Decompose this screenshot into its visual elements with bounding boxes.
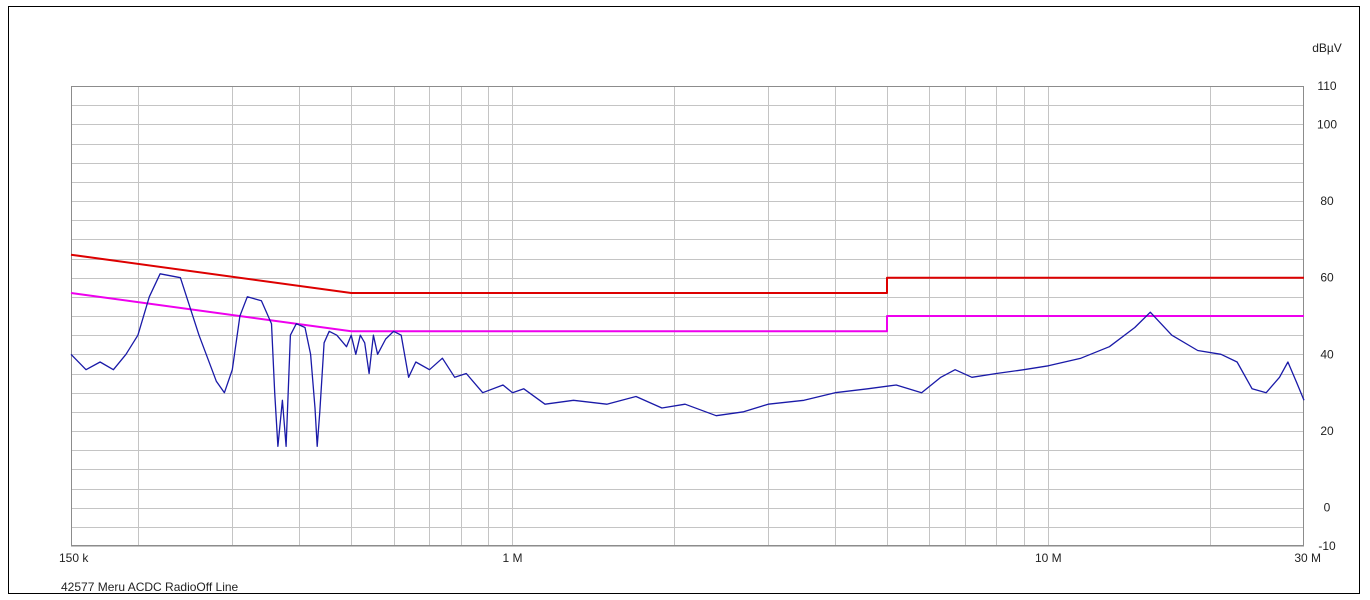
x-tick-label: 10 M xyxy=(1035,551,1062,565)
x-tick-label: 150 k xyxy=(59,551,89,565)
series-line-3 xyxy=(70,273,1305,447)
series-line-2 xyxy=(70,292,1304,333)
y-tick-label: 100 xyxy=(1317,117,1337,131)
x-tick-label: 1 M xyxy=(502,551,522,565)
chart-caption: 42577 Meru ACDC RadioOff Line xyxy=(61,580,239,594)
y-axis-unit-label: dBµV xyxy=(1312,41,1342,55)
y-tick-label: 110 xyxy=(1317,79,1336,93)
y-tick-label: 80 xyxy=(1320,194,1334,208)
y-tick-label: 0 xyxy=(1324,501,1331,515)
y-tick-label: 40 xyxy=(1320,347,1334,361)
y-tick-label: 20 xyxy=(1320,424,1334,438)
series-line-1 xyxy=(70,253,1304,294)
x-tick-label: 30 M xyxy=(1294,551,1321,565)
y-tick-label: 60 xyxy=(1320,271,1334,285)
y-tick-label: -10 xyxy=(1318,539,1336,553)
